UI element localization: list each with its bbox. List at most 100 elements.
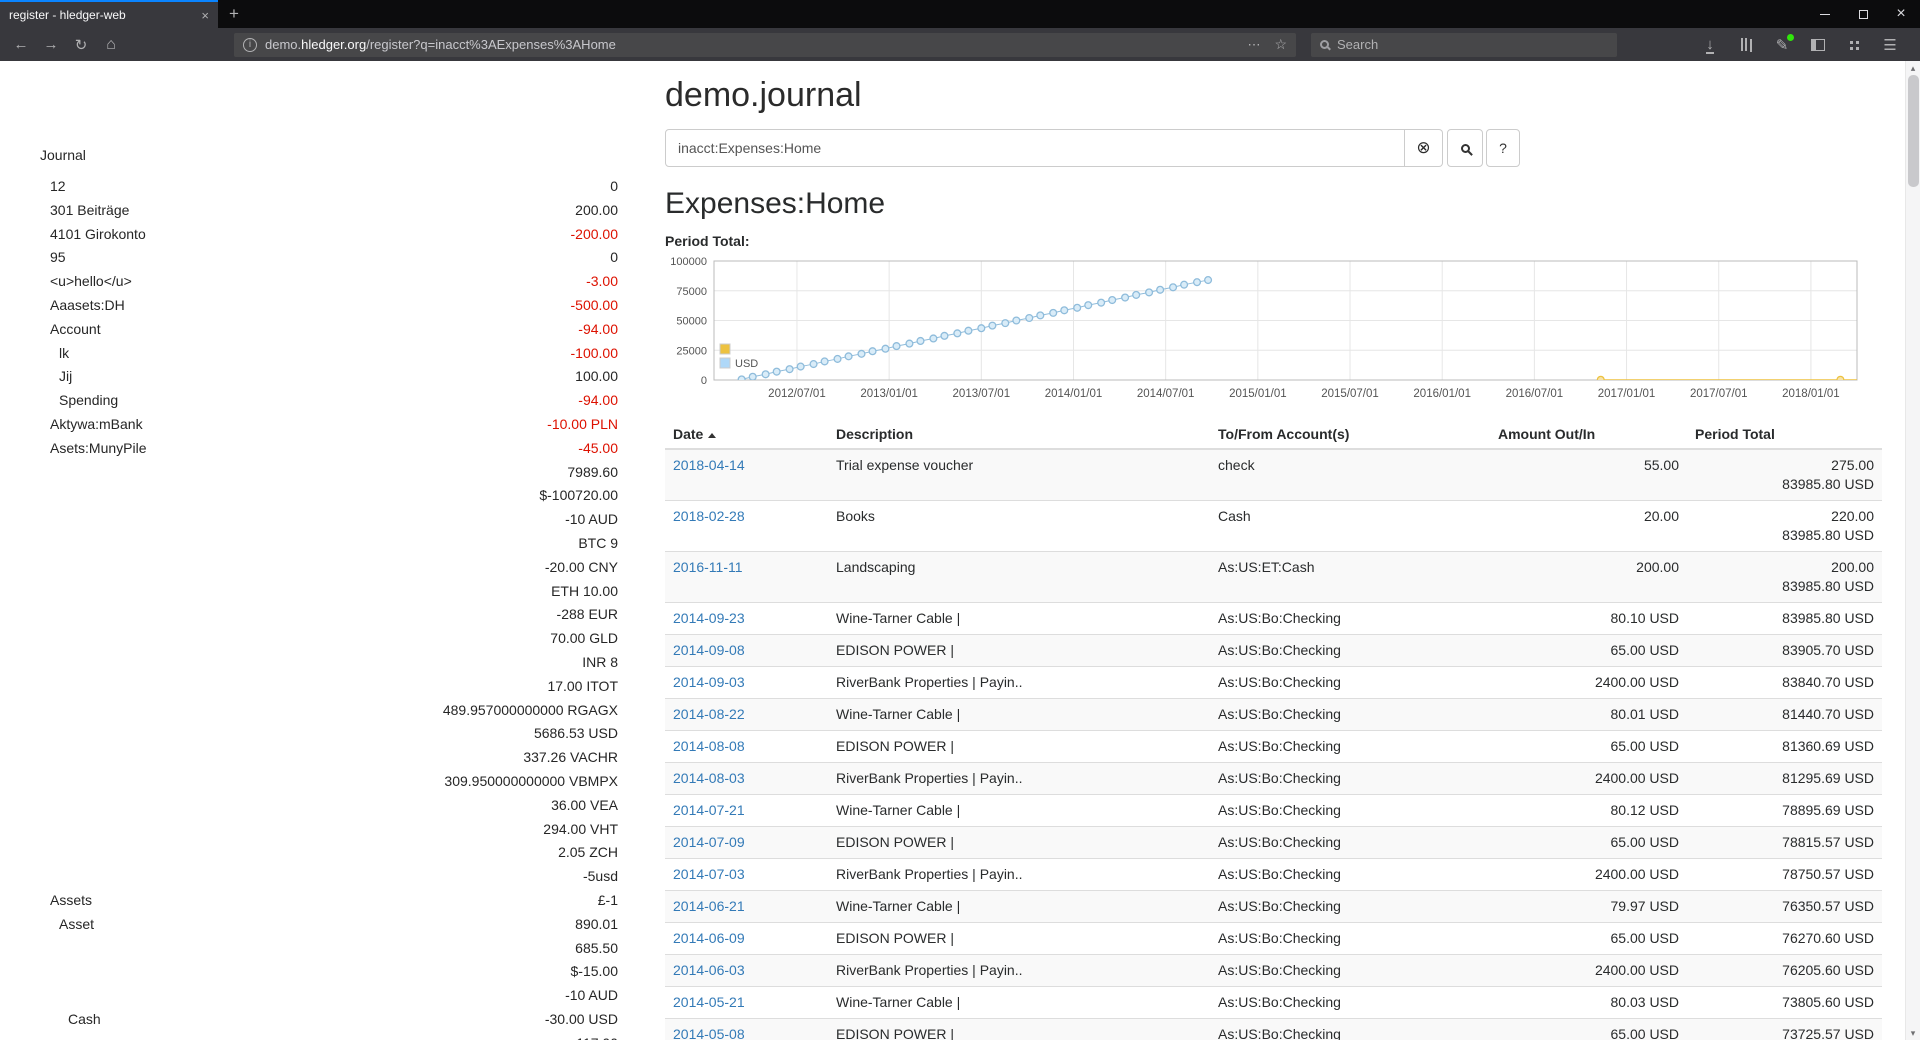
account-cell: check xyxy=(1210,448,1490,501)
account-cell: As:US:Bo:Checking xyxy=(1210,826,1490,859)
journal-link[interactable]: Journal xyxy=(40,147,86,163)
transaction-date-link[interactable]: 2014-08-03 xyxy=(673,770,745,786)
transaction-date-link[interactable]: 2014-09-23 xyxy=(673,610,745,626)
clear-search-button[interactable] xyxy=(1405,129,1443,167)
column-header-date[interactable]: Date xyxy=(665,420,828,450)
chart-series-nosymbol xyxy=(1596,375,1857,380)
apps-grid-icon[interactable] xyxy=(1840,32,1868,58)
account-cell: As:US:Bo:Checking xyxy=(1210,954,1490,987)
maximize-button[interactable] xyxy=(1844,0,1882,28)
account-balance: -10 AUD xyxy=(565,511,618,528)
account-link[interactable]: Cash xyxy=(68,1010,101,1027)
account-link[interactable]: <u>hello</u> xyxy=(50,273,132,290)
browser-search[interactable] xyxy=(1311,32,1617,57)
amount-cell: 65.00 USD xyxy=(1490,730,1687,763)
scroll-up-icon[interactable]: ▴ xyxy=(1910,63,1916,73)
account-link[interactable]: 301 Beiträge xyxy=(50,201,130,218)
sidebar-row: lk -100.00 xyxy=(40,342,618,366)
register-row: 2014-06-21 Wine-Tarner Cable | As:US:Bo:Ch… xyxy=(665,890,1882,923)
account-link[interactable]: Asset xyxy=(59,915,95,932)
url-bar[interactable]: demo.hledger.org/register?q=inacct%3AExp… xyxy=(234,32,1296,57)
bookmark-star-icon[interactable] xyxy=(1274,36,1287,53)
amount-cell: 20.00 xyxy=(1490,500,1687,552)
page-scrollbar[interactable]: ▴ ▾ xyxy=(1905,61,1920,1040)
account-link[interactable]: Aktywa:mBank xyxy=(50,415,143,432)
svg-text:0: 0 xyxy=(701,375,707,387)
svg-text:2016/07/01: 2016/07/01 xyxy=(1506,388,1564,400)
transaction-date-link[interactable]: 2014-07-21 xyxy=(673,802,745,818)
close-button[interactable] xyxy=(1882,0,1920,28)
register-row: 2014-09-03 RiverBank Properties | Payin..… xyxy=(665,666,1882,699)
download-icon[interactable] xyxy=(1696,32,1724,58)
browser-search-input[interactable] xyxy=(1337,37,1608,52)
sidebar-row: BTC 9 xyxy=(40,532,618,556)
account-link[interactable]: lk xyxy=(59,344,70,361)
home-button[interactable] xyxy=(96,32,126,58)
close-icon xyxy=(1896,5,1905,23)
search-button[interactable] xyxy=(1447,129,1483,167)
account-link[interactable]: Asets:MunyPile xyxy=(50,439,147,456)
account-link[interactable]: 4101 Girokonto xyxy=(50,225,146,242)
amount-cell: 79.97 USD xyxy=(1490,890,1687,923)
extension-icon[interactable] xyxy=(1768,32,1796,58)
transaction-date-link[interactable]: 2014-08-22 xyxy=(673,706,745,722)
transaction-date-link[interactable]: 2014-09-08 xyxy=(673,642,745,658)
account-cell: As:US:Bo:Checking xyxy=(1210,858,1490,891)
transaction-date-link[interactable]: 2018-04-14 xyxy=(673,457,745,473)
account-link[interactable]: Account xyxy=(50,320,101,337)
transaction-date-link[interactable]: 2014-05-21 xyxy=(673,994,745,1010)
transaction-date-link[interactable]: 2016-11-11 xyxy=(673,559,743,575)
account-cell: As:US:ET:Cash xyxy=(1210,551,1490,603)
transaction-date-link[interactable]: 2014-07-03 xyxy=(673,866,745,882)
amount-cell: 2400.00 USD xyxy=(1490,858,1687,891)
account-cell: As:US:Bo:Checking xyxy=(1210,730,1490,763)
forward-button[interactable] xyxy=(36,32,66,58)
browser-tab[interactable]: register - hledger-web × xyxy=(0,0,218,28)
date-cell: 2014-06-21 xyxy=(665,890,828,923)
account-link[interactable]: 95 xyxy=(50,249,66,266)
hamburger-menu-icon[interactable] xyxy=(1876,32,1904,58)
account-balance: 337.26 VACHR xyxy=(523,749,618,766)
site-info-icon[interactable] xyxy=(243,37,257,52)
register-row: 2014-06-09 EDISON POWER | As:US:Bo:Checkin… xyxy=(665,922,1882,955)
account-link[interactable]: Assets xyxy=(50,891,93,908)
urlbar-actions xyxy=(1247,36,1287,53)
amount-cell: 2400.00 USD xyxy=(1490,762,1687,795)
new-tab-button[interactable]: + xyxy=(229,4,239,23)
sidebar-row: 36.00 VEA xyxy=(40,794,618,818)
tab-close-icon[interactable]: × xyxy=(201,7,209,23)
library-icon[interactable] xyxy=(1732,32,1760,58)
date-cell: 2014-09-23 xyxy=(665,602,828,635)
page-actions-icon[interactable] xyxy=(1247,37,1260,53)
transaction-date-link[interactable]: 2014-06-21 xyxy=(673,898,745,914)
description-cell: EDISON POWER | xyxy=(828,730,1210,763)
register-search-input[interactable] xyxy=(665,129,1405,167)
transaction-date-link[interactable]: 2014-06-09 xyxy=(673,930,745,946)
account-link[interactable]: Spending xyxy=(59,392,119,409)
account-link[interactable]: 12 xyxy=(50,178,66,194)
account-balance: -94.00 xyxy=(578,392,618,409)
register-row: 2018-04-14 Trial expense voucher check 55.0… xyxy=(665,448,1882,501)
scrollbar-thumb[interactable] xyxy=(1908,75,1919,187)
reload-button[interactable] xyxy=(66,32,96,58)
account-link[interactable]: Jij xyxy=(59,368,73,385)
transaction-date-link[interactable]: 2018-02-28 xyxy=(673,508,745,524)
amount-cell: 80.03 USD xyxy=(1490,986,1687,1019)
transaction-date-link[interactable]: 2014-08-08 xyxy=(673,738,745,754)
minimize-button[interactable] xyxy=(1806,0,1844,28)
transaction-date-link[interactable]: 2014-05-08 xyxy=(673,1026,745,1040)
transaction-date-link[interactable]: 2014-07-09 xyxy=(673,834,745,850)
account-balance: -200.00 xyxy=(570,225,618,242)
sidebar-toggle-icon[interactable] xyxy=(1804,32,1832,58)
sidebar-row: 95 0 xyxy=(40,246,618,270)
amount-cell: 2400.00 USD xyxy=(1490,954,1687,987)
transaction-date-link[interactable]: 2014-09-03 xyxy=(673,674,745,690)
scroll-down-icon[interactable]: ▾ xyxy=(1910,1028,1916,1038)
amount-cell: 55.00 xyxy=(1490,448,1687,501)
help-button[interactable]: ? xyxy=(1486,129,1520,167)
account-link[interactable]: Aaasets:DH xyxy=(50,296,125,313)
transaction-date-link[interactable]: 2014-06-03 xyxy=(673,962,745,978)
date-cell: 2014-06-03 xyxy=(665,954,828,987)
description-cell: Books xyxy=(828,500,1210,552)
back-button[interactable] xyxy=(6,32,36,58)
